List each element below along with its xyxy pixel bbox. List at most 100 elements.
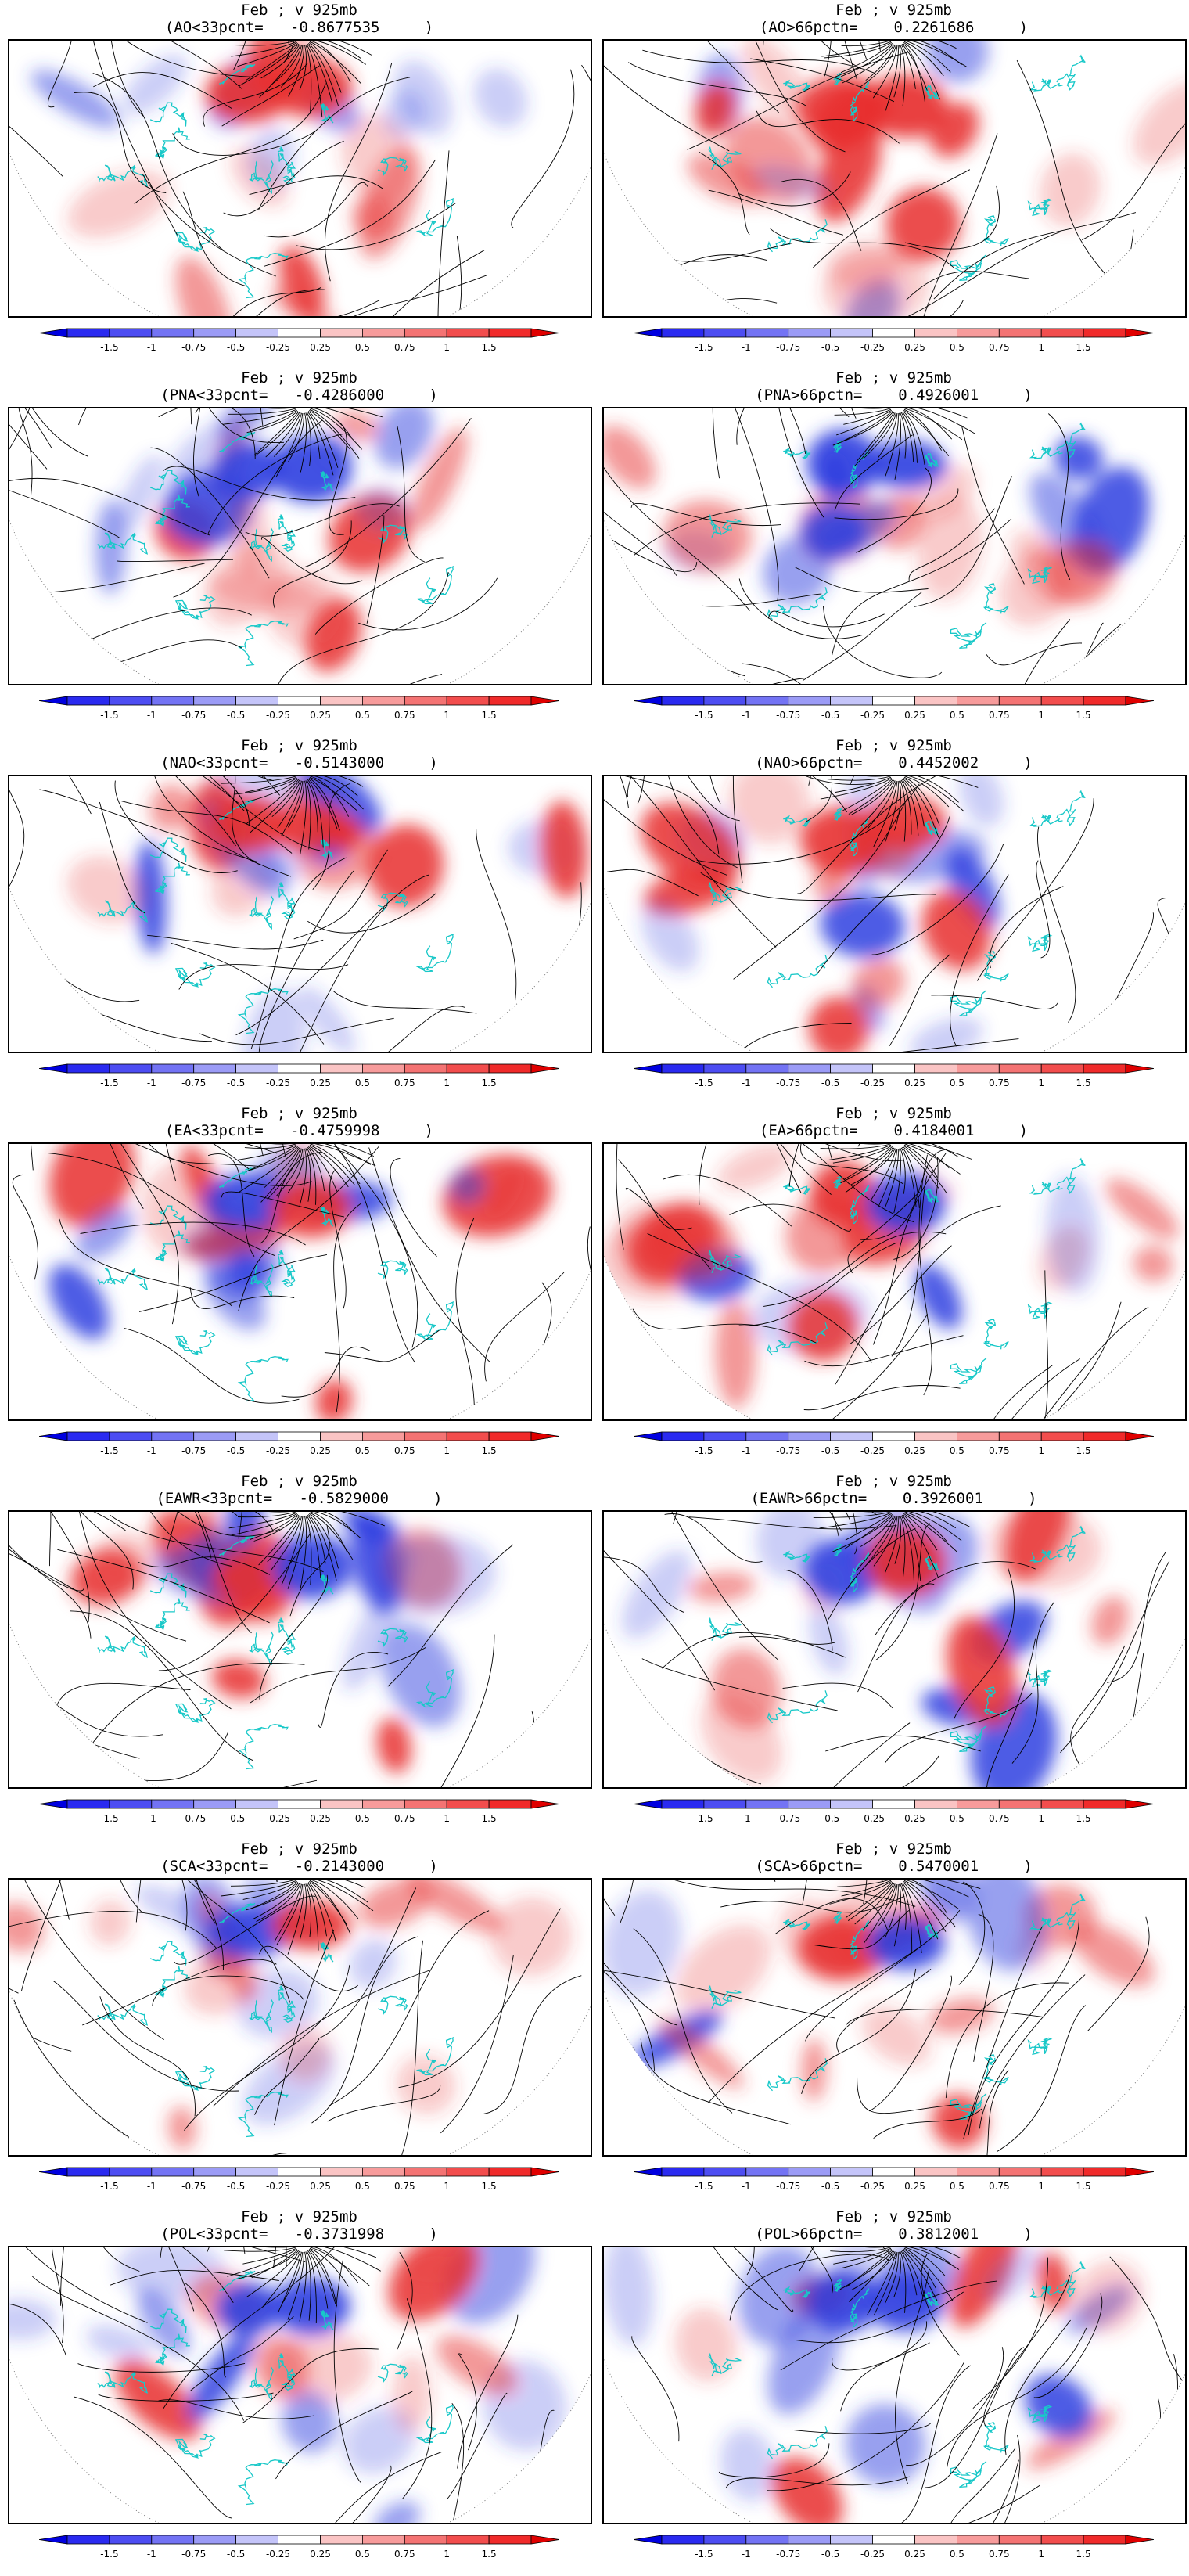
- colorbar-tick-label: -0.75: [181, 2549, 206, 2560]
- positive-anomaly: [483, 1890, 580, 1983]
- streamline: [9, 926, 139, 1002]
- colorbar-tick-label: 0.5: [355, 2181, 370, 2192]
- map-content: [604, 1512, 1169, 1787]
- colorbar-tick-label: 1.5: [482, 1078, 497, 1088]
- panel-title-line2: (AO<33pcnt= -0.8677535 ): [8, 19, 591, 36]
- colorbar-bin: [915, 1064, 957, 1073]
- colorbar-bin: [321, 1432, 363, 1441]
- map-content: [604, 776, 1175, 1052]
- streamline: [1061, 1561, 1169, 1753]
- colorbar-bin: [1083, 1432, 1126, 1441]
- map-content: [604, 1880, 1185, 2155]
- colorbar-bin: [1041, 696, 1083, 705]
- positive-anomaly: [1130, 1243, 1176, 1286]
- colorbar-tick-label: 1: [1038, 342, 1044, 353]
- positive-anomaly: [166, 2105, 198, 2151]
- panel-title-line1: Feb ; v 925mb: [8, 1473, 591, 1490]
- colorbar-arrow-left: [634, 2535, 662, 2544]
- colorbar-arrow-right: [1126, 696, 1154, 705]
- polar-stereographic-map: [602, 775, 1187, 1053]
- colorbar-arrow-left: [634, 2168, 662, 2176]
- streamline: [142, 2153, 287, 2156]
- streamline: [327, 275, 487, 316]
- colorbar-bin: [194, 696, 236, 705]
- streamline: [736, 408, 806, 454]
- streamline: [614, 606, 745, 675]
- colorbar-tick-label: 0.75: [394, 710, 415, 721]
- colorbar-bin: [278, 1432, 321, 1441]
- positive-anomaly: [311, 1375, 357, 1419]
- positive-anomaly: [538, 799, 591, 900]
- positive-anomaly: [669, 2302, 742, 2387]
- colorbar-bin: [999, 1064, 1041, 1073]
- panel-title-line2: (NAO<33pcnt= -0.5143000 ): [8, 754, 591, 772]
- colorbar-tick-label: -0.25: [266, 1078, 290, 1088]
- colorbar-bin: [110, 329, 152, 337]
- panel-title-line1: Feb ; v 925mb: [602, 2, 1185, 19]
- streamline: [803, 592, 922, 681]
- streamline: [925, 2348, 1024, 2488]
- colorbar-tick-label: -0.5: [821, 1813, 839, 1824]
- colorbar-bin: [915, 696, 957, 705]
- colorbar-tick-label: 0.25: [310, 1445, 331, 1456]
- streamline: [605, 1512, 677, 1524]
- streamline: [804, 1385, 961, 1409]
- colorbar-bin: [788, 329, 831, 337]
- colorbar-arrow-left: [634, 696, 662, 705]
- colorbar-bin: [152, 2535, 194, 2544]
- colorbar-bin: [1041, 2168, 1083, 2176]
- negative-anomaly: [1050, 432, 1107, 484]
- colorbar-bin: [999, 1800, 1041, 1808]
- colorbar-bin: [278, 1800, 321, 1808]
- positive-anomaly: [392, 2355, 432, 2433]
- colorbar-tick-label: 1: [1038, 1445, 1044, 1456]
- colorbar-bin: [915, 1432, 957, 1441]
- positive-anomaly: [163, 249, 244, 316]
- streamline: [145, 1780, 317, 1787]
- colorbar-bin: [152, 2168, 194, 2176]
- coastline-segment: [378, 1996, 408, 2013]
- streamline: [485, 1272, 564, 1381]
- colorbar-bin: [489, 2535, 531, 2544]
- panel-title-line1: Feb ; v 925mb: [8, 369, 591, 387]
- colorbar-bin: [746, 2168, 788, 2176]
- streamline: [972, 1307, 1148, 1419]
- positive-anomaly: [925, 1992, 998, 2039]
- colorbar-tick-label: -1.5: [100, 342, 118, 353]
- colorbar-tick-label: 1: [444, 2181, 450, 2192]
- streamline: [792, 41, 881, 52]
- colorbar-tick-label: 0.75: [989, 2181, 1010, 2192]
- streamline: [997, 2006, 1086, 2152]
- coastline-segment: [176, 1331, 214, 1355]
- colorbar-bin: [489, 696, 531, 705]
- coastline-segment: [418, 199, 453, 236]
- colorbar-tick-label: -0.75: [776, 710, 800, 721]
- streamline: [161, 408, 192, 424]
- colorbar-bin: [194, 329, 236, 337]
- colorbar-tick-label: 0.5: [950, 710, 964, 721]
- streamline: [842, 41, 891, 46]
- map-svg: [604, 1880, 1185, 2155]
- streamline: [483, 1976, 582, 2114]
- colorbar-tick-label: 0.5: [355, 710, 370, 721]
- positive-anomaly: [1097, 1168, 1185, 1249]
- colorbar-bin: [1041, 329, 1083, 337]
- polar-stereographic-map: [8, 1510, 592, 1789]
- colorbar-bin: [194, 2168, 236, 2176]
- coastline-segment: [1029, 1671, 1051, 1687]
- streamline: [604, 1880, 615, 1916]
- streamline: [147, 935, 323, 949]
- colorbar-tick-label: -0.75: [776, 1445, 800, 1456]
- streamline: [616, 776, 645, 804]
- colorbar-tick-label: -0.5: [227, 2549, 245, 2560]
- map-panel: Feb ; v 925mb(PNA>66pctn= 0.4926001 )-1.…: [602, 369, 1185, 737]
